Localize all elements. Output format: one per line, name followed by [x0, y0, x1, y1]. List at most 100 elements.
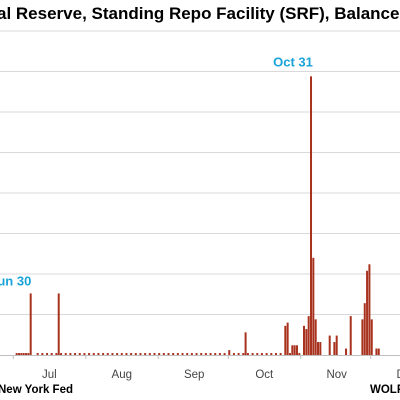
- bar: [218, 353, 221, 355]
- bar: [60, 353, 63, 355]
- bar: [260, 353, 263, 355]
- bar: [333, 342, 336, 355]
- bar: [176, 353, 179, 355]
- bar: [363, 303, 366, 355]
- bar: [92, 353, 95, 355]
- bar: [317, 342, 320, 355]
- bar: [29, 293, 32, 355]
- bar: [195, 353, 198, 355]
- bar: [106, 353, 109, 355]
- bar: [167, 353, 170, 355]
- bar: [270, 353, 273, 355]
- bar: [74, 353, 77, 355]
- bar: [78, 353, 81, 355]
- bar: [314, 319, 317, 355]
- bar: [244, 332, 247, 355]
- bar: [345, 348, 348, 355]
- bar: [349, 316, 352, 355]
- bar: [256, 353, 259, 355]
- bar: [190, 353, 193, 355]
- bar: [172, 353, 175, 355]
- bar: [139, 353, 142, 355]
- gridlines: [0, 30, 400, 315]
- bar: [228, 350, 231, 355]
- bar: [120, 353, 123, 355]
- bar: [144, 353, 147, 355]
- x-tick-labels: Jul Aug Sep Oct Nov Dec: [12, 355, 400, 381]
- bar: [232, 353, 235, 355]
- bar: [242, 353, 245, 355]
- bar: [214, 353, 217, 355]
- bar: [288, 353, 291, 355]
- bar: [335, 335, 338, 355]
- bar: [55, 353, 58, 355]
- bar: [111, 353, 114, 355]
- bar: [64, 353, 67, 355]
- bar: [41, 353, 44, 355]
- bar: [134, 353, 137, 355]
- bar: [361, 319, 364, 355]
- bar: [25, 353, 28, 355]
- bar: [368, 264, 371, 355]
- bar: [237, 353, 240, 355]
- bar: [310, 76, 313, 356]
- bar: [328, 335, 331, 355]
- bar: [305, 329, 308, 355]
- bar: [27, 353, 30, 355]
- bar: [88, 353, 91, 355]
- source-left: New York Fed: [0, 384, 73, 396]
- bar: [307, 316, 310, 355]
- annotation-label: Jun 30: [0, 273, 31, 288]
- bar: [204, 353, 207, 355]
- bar: [162, 353, 165, 355]
- bar: [83, 353, 86, 355]
- bar: [223, 353, 226, 355]
- bar: [186, 353, 189, 355]
- x-tick-label: Oct: [255, 369, 274, 381]
- bar: [246, 353, 249, 355]
- bar: [125, 353, 128, 355]
- bar: [97, 353, 100, 355]
- bar: [295, 345, 298, 355]
- bar: [116, 353, 119, 355]
- bar: [181, 353, 184, 355]
- x-tick-label: Dec: [397, 369, 400, 381]
- source-right: WOLF: [370, 384, 400, 396]
- bar: [15, 353, 18, 355]
- chart-title: al Reserve, Standing Repo Facility (SRF)…: [0, 4, 400, 23]
- bar: [377, 348, 380, 355]
- bar: [158, 353, 161, 355]
- bar: [298, 353, 301, 355]
- bar: [22, 353, 25, 355]
- bar: [251, 353, 254, 355]
- bar: [200, 353, 203, 355]
- bar: [209, 353, 212, 355]
- bar: [319, 342, 322, 355]
- bar: [366, 270, 369, 355]
- bar: [57, 293, 60, 355]
- bar: [370, 319, 373, 355]
- bar: [293, 345, 296, 355]
- bar: [375, 348, 378, 355]
- bar: [274, 353, 277, 355]
- bar: [148, 353, 151, 355]
- bar: [102, 353, 105, 355]
- bars: [15, 76, 380, 356]
- bar: [130, 353, 133, 355]
- bar: [303, 325, 305, 355]
- bar: [69, 353, 72, 355]
- bar: [284, 325, 287, 355]
- annotations: Jun 30 Oct 31: [0, 54, 313, 288]
- bar: [20, 353, 23, 355]
- x-tick-label: Jul: [42, 369, 57, 381]
- bar: [36, 353, 39, 355]
- bar: [265, 353, 268, 355]
- bar: [312, 257, 315, 355]
- x-tick-label: Sep: [184, 369, 204, 381]
- bar: [50, 353, 53, 355]
- bar: [18, 353, 21, 355]
- x-tick-label: Aug: [112, 369, 132, 381]
- annotation-label: Oct 31: [273, 54, 313, 69]
